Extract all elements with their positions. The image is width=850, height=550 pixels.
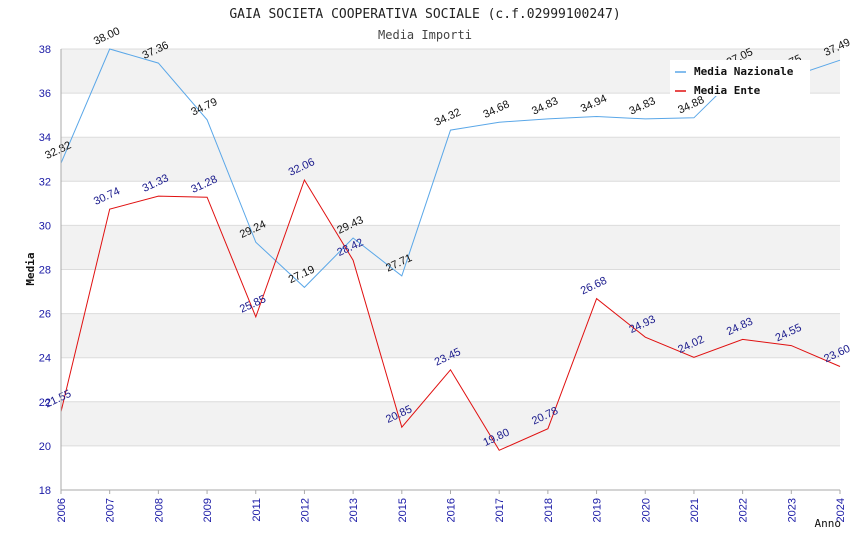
background-band — [61, 137, 840, 182]
data-label-nazionale: 34.83 — [627, 95, 657, 118]
chart-subtitle: Media Importi — [378, 28, 472, 42]
y-tick-label: 22 — [39, 397, 51, 409]
x-tick-label: 2018 — [543, 498, 555, 522]
y-tick-label: 20 — [39, 441, 51, 453]
x-tick-label: 2011 — [251, 498, 263, 522]
y-tick-label: 32 — [39, 176, 51, 188]
y-tick-label: 26 — [39, 309, 51, 321]
data-label-nazionale: 34.79 — [189, 96, 219, 119]
legend-box — [670, 60, 810, 96]
background-band — [61, 225, 840, 270]
y-tick-label: 36 — [39, 88, 51, 100]
x-tick-label: 2022 — [738, 498, 750, 522]
y-tick-label: 24 — [39, 353, 51, 365]
data-label-nazionale: 34.83 — [530, 95, 560, 118]
legend-label-ente: Media Ente — [694, 84, 761, 97]
y-tick-label: 34 — [39, 132, 51, 144]
plot-background-bands — [61, 49, 840, 446]
x-tick-label: 2016 — [446, 498, 458, 522]
y-tick-label: 30 — [39, 220, 51, 232]
series-line-ente — [60, 178, 841, 451]
data-label-ente: 26.68 — [579, 275, 609, 298]
x-tick-label: 2008 — [153, 498, 165, 522]
x-tick-label: 2017 — [494, 498, 506, 522]
x-tick-label: 2009 — [202, 498, 214, 522]
x-tick-label: 2023 — [786, 498, 798, 522]
x-tick-label: 2007 — [105, 498, 117, 522]
y-axis-label: Media — [24, 252, 37, 285]
x-tick-label: 2021 — [689, 498, 701, 522]
x-tick-label: 2006 — [56, 498, 68, 522]
background-band — [61, 313, 840, 358]
data-label-nazionale: 34.94 — [579, 93, 609, 116]
chart-title: GAIA SOCIETA COOPERATIVA SOCIALE (c.f.02… — [229, 7, 620, 22]
gridlines — [61, 48, 840, 491]
y-tick-label: 18 — [39, 485, 51, 497]
y-tick-label: 28 — [39, 265, 51, 277]
data-label-nazionale: 34.32 — [433, 106, 463, 129]
x-tick-label: 2024 — [835, 498, 847, 522]
data-label-nazionale: 34.68 — [481, 98, 511, 121]
x-tick-label: 2012 — [299, 498, 311, 522]
series-line-nazionale — [60, 48, 841, 289]
data-label-nazionale: 38.00 — [92, 25, 122, 48]
legend-label-nazionale: Media Nazionale — [694, 65, 794, 78]
data-label-nazionale: 34.88 — [676, 94, 706, 117]
y-tick-label: 38 — [39, 44, 51, 56]
x-axis-label: Anno — [815, 517, 842, 530]
x-tick-label: 2015 — [397, 498, 409, 522]
x-tick-label: 2020 — [640, 498, 652, 522]
background-band — [61, 401, 840, 446]
data-label-ente: 25.85 — [238, 293, 268, 316]
data-label-ente: 30.74 — [92, 185, 122, 208]
series-lines — [60, 48, 841, 451]
chart-legend: Media Nazionale Media Ente — [670, 60, 810, 97]
x-tick-label: 2019 — [592, 498, 604, 522]
x-tick-label: 2013 — [348, 498, 360, 522]
